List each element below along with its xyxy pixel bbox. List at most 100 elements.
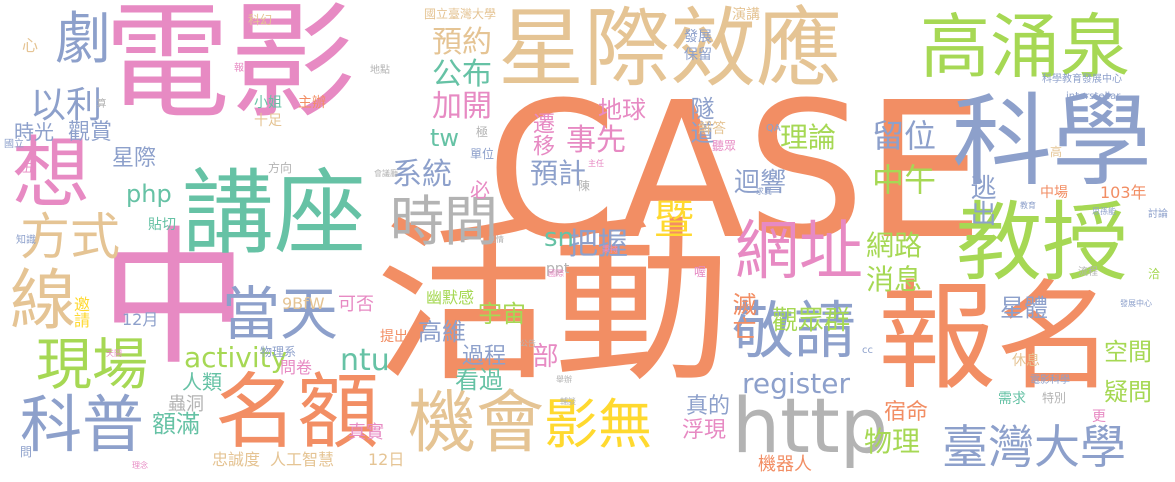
- word-yiwen: 疑問: [1104, 378, 1152, 406]
- word-xiang: 想: [12, 129, 91, 219]
- word-tichu: 提出: [380, 329, 408, 345]
- word-liuwei: 留位: [872, 117, 937, 155]
- word-php: php: [126, 180, 172, 208]
- word-activity: activity: [184, 341, 288, 374]
- word-gaowei: 高維: [418, 318, 466, 346]
- word-taiwan-daxue: 臺灣大學: [942, 420, 1126, 474]
- word-dangtian: 當天: [222, 280, 339, 348]
- word-kehuan: 科幻: [248, 13, 273, 27]
- word-guoli-taida: 國立臺灣大學: [424, 7, 497, 21]
- word-wen: 問: [20, 445, 33, 459]
- word-guoli: 國立: [4, 139, 24, 150]
- word-zhuban: 主辦: [298, 95, 326, 111]
- word-dianying-kexue: 電影科學: [1030, 375, 1070, 386]
- word-o: 喔: [694, 265, 707, 279]
- word-guanzhongqun: 觀眾群: [772, 306, 851, 336]
- word-xiuxi: 休息: [1012, 353, 1040, 369]
- word-kepu: 科普: [20, 388, 145, 461]
- word-sn: sn: [544, 223, 575, 253]
- word-tebie: 特別: [1042, 391, 1067, 405]
- word-liucheng: 流程: [1078, 267, 1098, 278]
- word-youmogan: 幽默感: [426, 288, 475, 307]
- word-tingzhong: 聽眾: [712, 139, 737, 153]
- word-yaoqing: 邀請: [71, 296, 90, 328]
- word-wenjuan: 問卷: [280, 358, 313, 377]
- word-sisunneng: 思孫能: [1092, 207, 1116, 216]
- word-jiakai: 加開: [432, 89, 492, 124]
- word-jieda: 解答: [698, 121, 726, 137]
- word-zhong: 中: [100, 213, 248, 385]
- word-kefou: 可否: [338, 294, 374, 315]
- word-12yue: 12月: [122, 310, 159, 329]
- word-jihui: 機會: [408, 384, 545, 463]
- word-wulixi: 物理系: [260, 345, 297, 359]
- word-minge: 名額: [215, 365, 380, 460]
- word-huiyiting: 會議廳: [374, 169, 398, 178]
- word-baoliu: 保留: [684, 47, 712, 63]
- word-huixiang: 迴響: [734, 168, 787, 198]
- word-zhongchang: 中場: [1040, 185, 1068, 201]
- word-cc: cc: [862, 345, 873, 356]
- word-lilun: 理論: [780, 121, 837, 154]
- word-xitong: 系統: [392, 157, 452, 192]
- word-qa: QA: [766, 123, 781, 134]
- word-http: http: [732, 381, 889, 470]
- word-zhuren: 主任: [588, 159, 604, 168]
- word-jiangzuo: 講座: [182, 160, 367, 267]
- word-fazhan-zhongxin: 發展中心: [1120, 299, 1152, 308]
- word-shizu: 十足: [254, 113, 282, 129]
- word-zhende: 真的: [686, 394, 731, 419]
- word-rengong-zhihui: 人工智慧: [270, 450, 335, 469]
- word-guanshang: 觀賞: [68, 120, 113, 145]
- word-bu: 部: [528, 342, 558, 368]
- word-xuqiu: 需求: [998, 391, 1026, 407]
- word-9bfw: 9BfW: [282, 294, 325, 313]
- word-kanguo: 看過: [455, 366, 503, 394]
- word-12ri: 12日: [368, 450, 405, 469]
- word-futan: 輔談: [560, 397, 576, 406]
- word-yuji: 預計: [530, 157, 587, 190]
- word-interstellar: interstellar: [1066, 91, 1121, 102]
- word-bi: 必: [470, 178, 490, 202]
- word-xiaojie: 小姐: [254, 95, 282, 111]
- word-wangzhi: 網址: [735, 215, 863, 289]
- word-eman: 額滿: [152, 410, 200, 438]
- word-xingji-xiaoying: 星際效應: [498, 0, 842, 99]
- word-tw: tw: [430, 124, 460, 152]
- word-zhongwu: 中午: [872, 161, 937, 199]
- word-yingwu: 影無: [544, 393, 652, 456]
- word-xingji: 星際: [112, 146, 157, 171]
- word-shiguang: 時光: [14, 120, 54, 144]
- word-gaoyongquan: 高涌泉: [920, 6, 1130, 88]
- word-tiankai: 天開: [106, 349, 122, 358]
- word-chongdong: 蟲洞: [168, 394, 204, 415]
- word-ppt: ppt: [546, 261, 570, 277]
- word-xian: 線: [10, 262, 76, 339]
- word-fazhan: 發展: [684, 29, 712, 45]
- word-miewang: 滅亡: [728, 292, 756, 340]
- word-gongbu: 公布: [432, 57, 492, 92]
- word-fangshi: 方式: [20, 208, 120, 266]
- word-shixian: 事先: [566, 123, 626, 158]
- word-guoji: 國際: [548, 269, 564, 278]
- word-geng: 更: [1092, 409, 1106, 425]
- word-guocheng: 過程: [462, 344, 507, 369]
- word-baoming: 報名: [878, 268, 1115, 406]
- word-suming: 宿命: [884, 400, 929, 425]
- word-yuzhou: 宇宙: [478, 300, 526, 328]
- word-103nian: 103年: [1100, 183, 1147, 202]
- word-didian: 地點: [370, 65, 390, 76]
- word-tieqie: 貼切: [148, 217, 176, 233]
- word-suidao: 隧道: [686, 96, 714, 144]
- word-juban: 舉辦: [556, 375, 572, 384]
- word-zhishi: 知識: [16, 235, 36, 246]
- word-xianchang: 現場: [36, 333, 148, 398]
- word-bingchi: 秉持: [602, 245, 618, 254]
- word-baodao: 報到: [234, 63, 254, 74]
- word-xiaoxi: 消息: [866, 263, 923, 296]
- word-dianying: 電影: [104, 0, 356, 136]
- word-wuli: 物理: [864, 425, 921, 458]
- word-wanglu: 網路: [866, 229, 923, 262]
- word-taolun: 討論: [1148, 209, 1168, 220]
